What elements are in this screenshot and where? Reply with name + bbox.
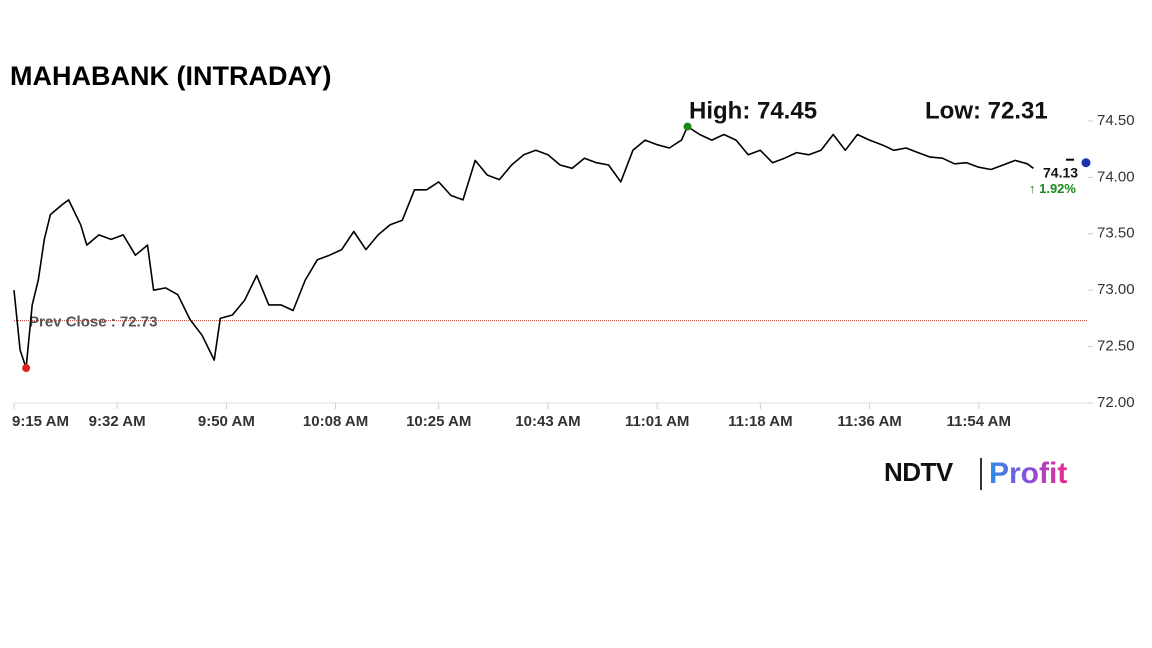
low-marker	[22, 364, 31, 373]
y-tick-label: 74.50	[1097, 112, 1135, 129]
x-tick-label: 10:25 AM	[406, 413, 471, 430]
x-tick-label: 9:15 AM	[12, 413, 69, 430]
y-tick-label: 73.00	[1097, 281, 1135, 298]
x-tick-label: 9:50 AM	[198, 413, 255, 430]
x-tick-label: 11:01 AM	[625, 413, 689, 430]
last-marker	[1081, 158, 1091, 168]
x-tick-label: 11:18 AM	[728, 413, 792, 430]
change-label: ↑ 1.92%	[1029, 181, 1076, 196]
low-label: Low: 72.31	[925, 97, 1048, 124]
high-label: High: 74.45	[689, 97, 817, 124]
chart-title: MAHABANK (INTRADAY)	[10, 61, 331, 91]
x-tick-label: 9:32 AM	[89, 413, 146, 430]
x-tick-label: 10:43 AM	[515, 413, 580, 430]
x-tick-label: 11:36 AM	[837, 413, 901, 430]
price-line	[13, 125, 1034, 369]
x-tick-label: 10:08 AM	[303, 413, 368, 430]
y-tick-label: 72.50	[1097, 338, 1135, 355]
x-tick-label: 11:54 AM	[947, 413, 1011, 430]
y-tick-label: 74.00	[1097, 168, 1135, 185]
last-label: 74.13	[1043, 164, 1078, 180]
brand-profit: Profit	[989, 457, 1067, 490]
y-tick-label: 73.50	[1097, 225, 1135, 242]
high-marker	[683, 122, 692, 131]
brand-ndtv: NDTV	[884, 457, 954, 487]
y-tick-label: 72.00	[1097, 394, 1135, 411]
prev-close-label: Prev Close : 72.73	[29, 314, 157, 331]
